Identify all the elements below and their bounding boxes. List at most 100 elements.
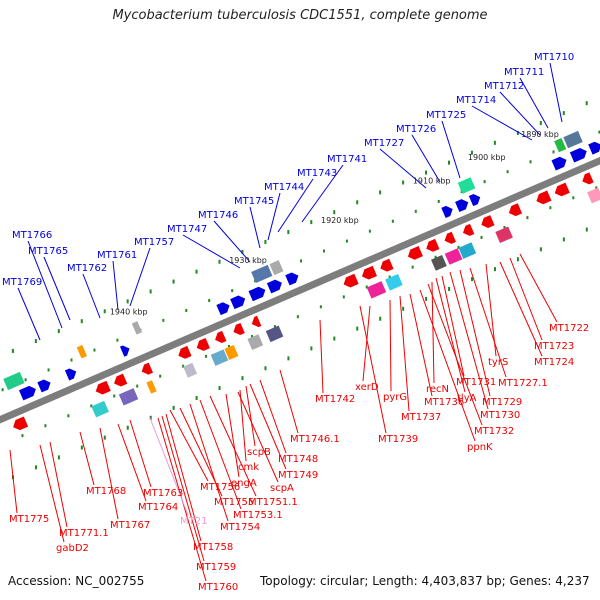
gene-label[interactable]: MT1759	[196, 562, 236, 573]
gene-label[interactable]: MT1763	[143, 488, 183, 499]
gene-label[interactable]: MT1730	[480, 410, 520, 421]
gene-block[interactable]	[554, 138, 567, 153]
gene-label[interactable]: MT1751.1	[248, 497, 298, 508]
reverse-gene-arrow[interactable]	[479, 215, 495, 230]
gene-label[interactable]: MT1743	[297, 168, 337, 179]
gene-label[interactable]: MT1749	[278, 470, 318, 481]
gene-label[interactable]: MT1712	[484, 81, 524, 92]
reverse-gene-arrow[interactable]	[553, 182, 570, 199]
reverse-gene-arrow[interactable]	[176, 345, 192, 361]
forward-gene-arrow[interactable]	[37, 378, 52, 393]
gene-label[interactable]: MT1746.1	[290, 434, 340, 445]
forward-gene-arrow[interactable]	[455, 197, 470, 213]
gene-label[interactable]: MT1757	[134, 237, 174, 248]
forward-gene-arrow[interactable]	[569, 146, 589, 163]
reverse-gene-arrow[interactable]	[507, 203, 523, 218]
gene-label[interactable]: MT1732	[474, 426, 514, 437]
gene-label[interactable]: MT1726	[396, 124, 436, 135]
forward-gene-arrow[interactable]	[468, 192, 483, 207]
gene-block[interactable]	[224, 344, 239, 360]
gene-label[interactable]: MT1727.1	[498, 378, 548, 389]
reverse-gene-arrow[interactable]	[580, 172, 594, 186]
gene-block[interactable]	[265, 325, 284, 343]
gene-block[interactable]	[495, 226, 513, 244]
gene-block[interactable]	[587, 187, 600, 204]
gene-label[interactable]: MT1723	[534, 341, 574, 352]
gene-label[interactable]: MT1739	[378, 434, 418, 445]
reverse-gene-arrow[interactable]	[406, 246, 423, 262]
gene-label[interactable]: tlyA	[457, 393, 477, 404]
gene-label[interactable]: MT1771.1	[59, 528, 109, 539]
reverse-gene-arrow[interactable]	[341, 273, 359, 290]
gene-label[interactable]: MT1731	[456, 377, 496, 388]
gene-label[interactable]: MT1768	[86, 486, 126, 497]
gene-block[interactable]	[76, 344, 87, 359]
reverse-gene-arrow[interactable]	[11, 416, 29, 432]
reverse-gene-arrow[interactable]	[231, 322, 245, 337]
gene-label[interactable]: MT1753.1	[233, 510, 283, 521]
gene-label[interactable]: scpA	[270, 483, 294, 494]
gene-label[interactable]: MT1737	[401, 412, 441, 423]
gene-label[interactable]: tyrS	[488, 357, 508, 368]
gene-label[interactable]: recN	[426, 384, 449, 395]
gene-label[interactable]: engA	[231, 478, 257, 489]
forward-gene-arrow[interactable]	[18, 384, 38, 401]
gene-label[interactable]: pyrG	[383, 392, 407, 403]
gene-block[interactable]	[210, 349, 229, 366]
gene-block[interactable]	[3, 371, 25, 391]
gene-label[interactable]: MT1761	[97, 250, 137, 261]
forward-gene-arrow[interactable]	[216, 300, 231, 316]
reverse-gene-arrow[interactable]	[94, 380, 111, 397]
gene-label[interactable]: MT1724	[534, 357, 574, 368]
gene-label[interactable]: MT1729	[482, 397, 522, 408]
gene-block[interactable]	[269, 260, 284, 276]
gene-label[interactable]: MT1710	[534, 52, 574, 63]
gene-label[interactable]: MT1764	[138, 502, 178, 513]
reverse-gene-arrow[interactable]	[424, 238, 440, 254]
gene-label[interactable]: MT1765	[28, 246, 68, 257]
gene-label[interactable]: MT1760	[198, 582, 238, 593]
gene-label[interactable]: MT1745	[234, 196, 274, 207]
gene-label[interactable]: MT1722	[549, 323, 589, 334]
gene-label[interactable]: MT1744	[264, 182, 304, 193]
gene-label[interactable]: MT1727	[364, 138, 404, 149]
gene-label[interactable]: MT1775	[9, 514, 49, 525]
gene-label[interactable]: MT1714	[456, 95, 496, 106]
forward-gene-arrow[interactable]	[266, 278, 284, 294]
gene-label[interactable]: MT1746	[198, 210, 238, 221]
gene-block[interactable]	[131, 321, 143, 335]
gene-block[interactable]	[457, 177, 476, 194]
gene-label[interactable]: MT1769	[2, 277, 42, 288]
gene-block[interactable]	[444, 248, 463, 265]
gene-label[interactable]: MT1725	[426, 110, 466, 121]
gene-label[interactable]: MT1756	[200, 482, 240, 493]
gene-block[interactable]	[431, 254, 447, 271]
reverse-gene-arrow[interactable]	[195, 338, 210, 353]
gene-label[interactable]: MT1766	[12, 230, 52, 241]
gene-label[interactable]: MT1754	[220, 522, 260, 533]
gene-label[interactable]: MT1767	[110, 520, 150, 531]
gene-label[interactable]: MT21	[180, 516, 207, 527]
gene-label[interactable]: MT1747	[167, 224, 207, 235]
forward-gene-arrow[interactable]	[551, 155, 568, 171]
gene-label[interactable]: cmk	[238, 462, 259, 473]
gene-block[interactable]	[563, 130, 583, 149]
gene-label[interactable]: gabD2	[56, 543, 89, 554]
gene-block[interactable]	[183, 362, 198, 378]
gene-block[interactable]	[118, 388, 139, 406]
gene-label[interactable]: MT1748	[278, 454, 318, 465]
reverse-gene-arrow[interactable]	[534, 190, 552, 207]
forward-gene-arrow[interactable]	[248, 285, 268, 302]
gene-label[interactable]: MT1741	[327, 154, 367, 165]
gene-label[interactable]: MT1742	[315, 394, 355, 405]
gene-label[interactable]: MT1762	[67, 263, 107, 274]
reverse-gene-arrow[interactable]	[139, 362, 154, 377]
reverse-gene-arrow[interactable]	[442, 231, 456, 246]
forward-gene-arrow[interactable]	[64, 366, 79, 381]
forward-gene-arrow[interactable]	[588, 140, 600, 155]
gene-label[interactable]: MT1755	[214, 497, 254, 508]
gene-block[interactable]	[251, 264, 273, 284]
gene-label[interactable]: MT1758	[193, 542, 233, 553]
reverse-gene-arrow[interactable]	[378, 258, 394, 274]
reverse-gene-arrow[interactable]	[461, 223, 475, 238]
